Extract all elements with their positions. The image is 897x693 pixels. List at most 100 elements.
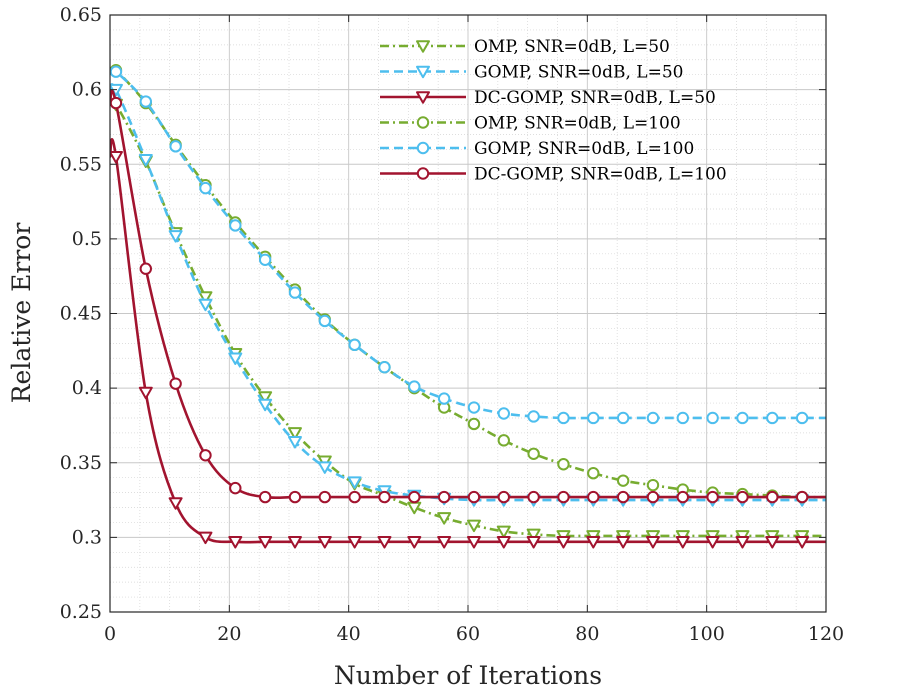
legend-entry: GOMP, SNR=0dB, L=100 [380,139,694,159]
series-5-point [497,407,510,420]
series-6-point [408,490,421,504]
series-3-point [347,536,362,549]
series-5-point [736,411,749,425]
series-5-point [766,411,779,425]
series-3-point [526,536,541,549]
series-5-point [348,338,361,352]
legend-label: GOMP, SNR=0dB, L=50 [474,63,683,83]
series-3-point [466,536,481,549]
legend-marker [416,65,430,79]
series-3-point [317,536,332,549]
legend-label: DC-GOMP, SNR=0dB, L=100 [474,165,727,185]
legend-entry: OMP, SNR=0dB, L=50 [380,37,670,57]
x-tick-label: 0 [104,623,116,645]
series-4-point [557,458,570,471]
legend-marker [416,141,430,155]
series-4-point [497,434,510,447]
y-tick-label: 0.35 [60,452,102,474]
series-1-point [526,528,541,542]
series-6-point [378,490,391,504]
y-tick-label: 0.65 [60,4,102,26]
series-1-point [496,525,511,539]
series-3-point [377,536,392,549]
legend: OMP, SNR=0dB, L=50 GOMP, SNR=0dB, L=50 DC-… [380,37,727,185]
series-6-point [587,490,600,504]
x-tick-label: 80 [575,623,599,645]
legend-entry: OMP, SNR=0dB, L=100 [380,114,681,134]
series-1-point [437,512,452,525]
series-3-point [556,536,571,549]
series-2-point [168,230,183,243]
series-6-point [437,490,451,504]
series-5-point [557,411,570,425]
series-5-point [199,181,212,195]
series-4-point [467,417,481,431]
series-3-point [168,497,183,510]
legend-entry: DC-GOMP, SNR=0dB, L=100 [380,165,727,185]
series-2-point [317,461,332,474]
series-5-point [139,95,153,108]
series-2-point [138,153,153,167]
series-6-point [169,377,182,390]
y-tick-label: 0.55 [60,153,102,175]
legend-marker [416,116,430,129]
series-3-point [645,536,660,549]
series-6 [110,89,826,504]
series-4-point [616,474,630,487]
series-6-point [229,481,242,495]
series-4-point [587,466,600,480]
series-6-point [646,490,660,504]
series-5-point [437,392,451,405]
series-3-point [675,536,690,549]
series-6-point [497,490,510,504]
series-6-point [676,490,689,504]
series-2-point [258,398,273,412]
series-6-point [557,490,570,504]
series-3-point [437,536,452,549]
series-5-point [706,411,719,425]
legend-marker [416,40,430,53]
series-5-point [229,219,242,232]
series-5-point [110,65,123,78]
series-6-point [258,490,272,504]
series-2-point [287,436,302,449]
legend-marker [416,167,430,180]
series-3-point [198,531,213,545]
series-3-point [616,536,631,549]
series-6-point [288,490,302,504]
y-tick-label: 0.45 [60,303,102,325]
y-tick-label: 0.5 [72,228,102,250]
series-3-point [735,536,750,549]
legend-entry: DC-GOMP, SNR=0dB, L=50 [380,88,716,108]
x-tick-label: 20 [217,623,241,645]
series-3-point [258,536,273,549]
series-5-point [318,314,331,328]
x-tick-label: 100 [689,623,725,645]
legend-entry: GOMP, SNR=0dB, L=50 [380,63,683,83]
series-2-point [198,298,213,312]
legend-label: DC-GOMP, SNR=0dB, L=50 [474,88,716,108]
y-tick-label: 0.6 [72,79,102,101]
series-1-point [198,291,213,304]
series-5-point [676,411,689,425]
series-5-point [527,410,540,423]
series-5-point [408,380,421,393]
series-5-point [378,361,391,374]
y-axis-title: Relative Error [7,223,36,404]
series-3-point [795,536,810,549]
tick-layer: 0 20 40 60 80 100 120 0.25 0.3 0.35 0.4 0.45 0.5 0.55… [60,4,844,645]
x-axis-title: Number of Iterations [334,661,602,690]
series-6-point [467,490,481,504]
series-1-point [466,519,481,533]
series-6-point [795,490,809,504]
y-tick-label: 0.3 [72,526,102,548]
series-6-point [736,490,749,504]
series-6-point [139,262,153,275]
legend-marker [416,91,430,104]
series-6-point [199,449,212,462]
series-6-point [706,490,719,504]
series-3-point [138,386,153,400]
series-3-point [110,150,123,164]
series-3-point [407,536,422,549]
